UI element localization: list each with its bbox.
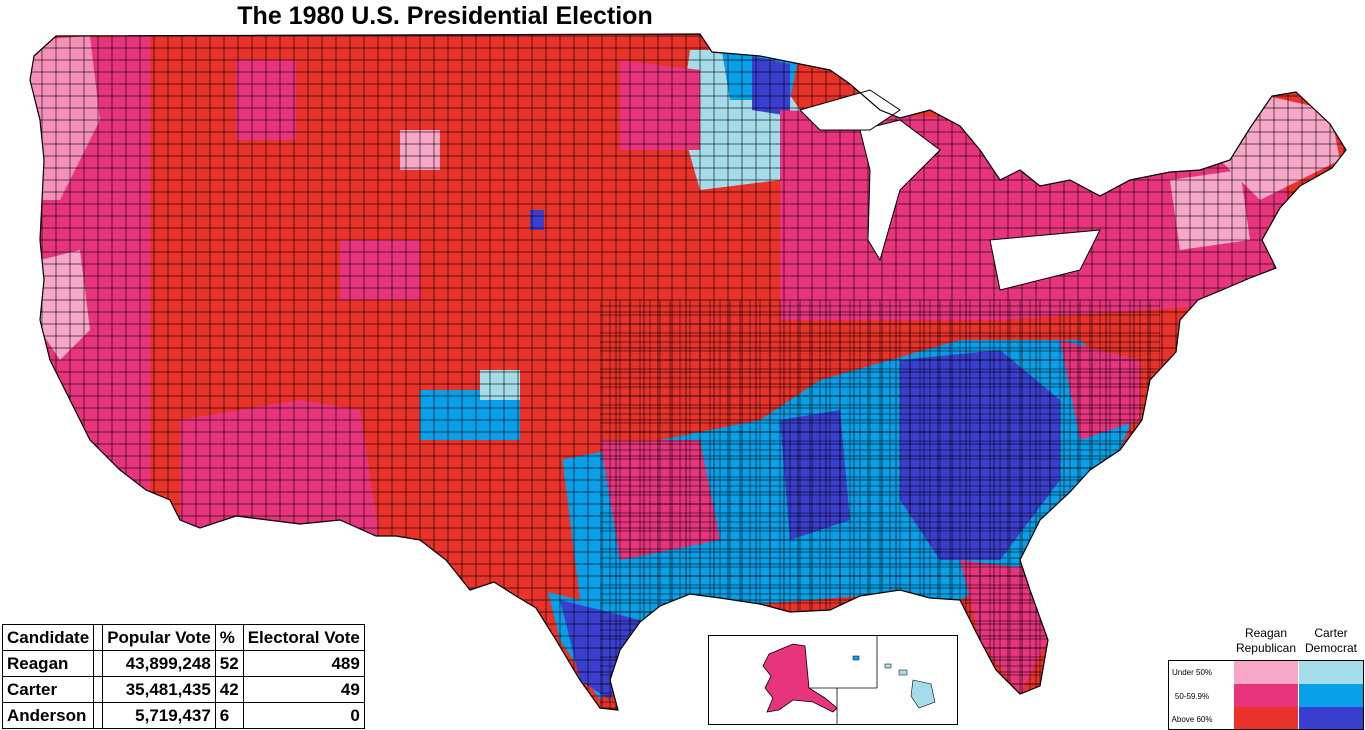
legend-swatch-reagan-50-60: [1234, 684, 1298, 708]
lake-superior: [799, 89, 901, 131]
legend-swatch-reagan-above60: [1234, 707, 1298, 729]
table-row: Anderson 5,719,437 6 0: [1, 702, 365, 729]
legend-reagan-header: Reagan Republican: [1235, 626, 1297, 655]
legend-frame: Under 50% 50-59.9% Above 60%: [1168, 660, 1364, 730]
legend-swatch-carter-above60: [1299, 707, 1363, 729]
cell-popular-vote: 43,899,248: [102, 650, 216, 677]
cell-candidate: Carter: [1, 676, 95, 703]
results-table: Candidate Popular Vote % Electoral Vote …: [1, 624, 365, 729]
map-title: The 1980 U.S. Presidential Election: [237, 2, 653, 30]
cell-electoral-vote: 49: [242, 676, 365, 703]
cell-gap: [93, 650, 104, 677]
legend-row-label: Under 50%: [1171, 668, 1213, 677]
cell-candidate: Reagan: [1, 650, 95, 677]
cell-percent: 6: [214, 702, 244, 729]
header-electoral-vote: Electoral Vote: [242, 624, 365, 651]
cell-electoral-vote: 489: [242, 650, 365, 677]
hawaii-kauai: [852, 655, 860, 661]
alaska-shape: [762, 643, 838, 713]
lake-michigan: [859, 119, 941, 262]
header-popular-vote: Popular Vote: [102, 624, 216, 651]
cell-candidate: Anderson: [1, 702, 95, 729]
hawaii-maui: [898, 669, 908, 676]
cell-popular-vote: 35,481,435: [102, 676, 216, 703]
legend-row-label: 50-59.9%: [1174, 692, 1210, 701]
legend: Reagan Republican Carter Democrat Under …: [1168, 626, 1364, 730]
cell-percent: 42: [214, 676, 244, 703]
legend-row-label: Above 60%: [1171, 715, 1213, 724]
cell-electoral-vote: 0: [242, 702, 365, 729]
legend-carter-header: Carter Democrat: [1304, 626, 1357, 655]
legend-swatch-reagan-under50: [1234, 661, 1298, 685]
cell-gap: [93, 676, 104, 703]
alaska-hawaii-inset: [708, 635, 958, 725]
header-percent: %: [214, 624, 244, 651]
cell-gap: [93, 702, 104, 729]
header-gap: [93, 624, 104, 651]
table-row: Carter 35,481,435 42 49: [1, 676, 365, 703]
hawaii-big-island: [910, 679, 936, 709]
header-candidate: Candidate: [1, 624, 95, 651]
hawaii-oahu: [884, 663, 892, 669]
table-row: Reagan 43,899,248 52 489: [1, 650, 365, 677]
table-header-row: Candidate Popular Vote % Electoral Vote: [1, 624, 365, 651]
cell-popular-vote: 5,719,437: [102, 702, 216, 729]
legend-swatch-carter-50-60: [1299, 684, 1363, 708]
cell-percent: 52: [214, 650, 244, 677]
lake-erie: [989, 229, 1101, 291]
legend-swatch-carter-under50: [1299, 661, 1363, 685]
inset-map: [762, 636, 936, 724]
